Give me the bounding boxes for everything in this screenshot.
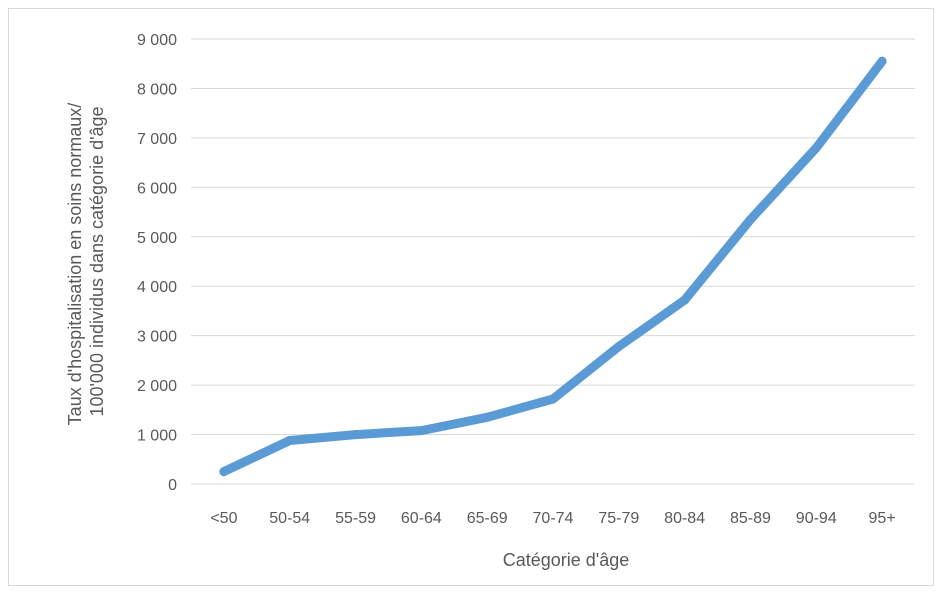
x-tick-label: 50-54: [269, 510, 310, 527]
y-axis-title: Taux d'hospitalisation en soins normaux/…: [65, 98, 107, 426]
x-tick-label: 75-79: [598, 510, 639, 527]
gridlines: [191, 38, 915, 485]
data-point: [285, 435, 295, 445]
chart-frame: 0 1 000 2 000 3 000 4 000 5 000 6 000 7 000 8 00…: [8, 8, 934, 586]
y-tick-label: 0: [168, 477, 177, 494]
x-axis-tick-labels: <50 50-54 55-59 60-64 65-69 70-74 75-79 80-84 85…: [210, 510, 895, 527]
data-point: [745, 214, 755, 224]
data-point: [548, 394, 558, 404]
x-tick-label: 80-84: [664, 510, 705, 527]
x-tick-label: 95+: [869, 510, 896, 527]
x-axis-title: Catégorie d'âge: [503, 550, 630, 570]
y-tick-label: 8 000: [137, 81, 177, 98]
data-point: [219, 467, 229, 477]
y-tick-label: 2 000: [137, 378, 177, 395]
y-tick-label: 1 000: [137, 428, 177, 445]
x-tick-label: 70-74: [533, 510, 574, 527]
x-tick-label: 55-59: [335, 510, 376, 527]
y-tick-label: 7 000: [137, 131, 177, 148]
x-tick-label: 90-94: [796, 510, 837, 527]
y-tick-label: 4 000: [137, 279, 177, 296]
y-axis-title-line-1: Taux d'hospitalisation en soins normaux/: [65, 103, 85, 426]
data-point: [416, 426, 426, 436]
x-tick-label: 85-89: [730, 510, 771, 527]
line-chart: 0 1 000 2 000 3 000 4 000 5 000 6 000 7 000 8 00…: [65, 32, 915, 570]
y-tick-label: 5 000: [137, 230, 177, 247]
data-point: [351, 430, 361, 440]
data-point: [877, 56, 887, 66]
x-tick-label: 65-69: [467, 510, 508, 527]
series-layer: [219, 56, 887, 477]
data-point: [680, 295, 690, 305]
x-tick-label: <50: [210, 510, 237, 527]
data-point: [614, 342, 624, 352]
y-tick-label: 6 000: [137, 180, 177, 197]
y-tick-label: 3 000: [137, 329, 177, 346]
y-tick-label: 9 000: [137, 32, 177, 49]
y-axis-title-line-2: 100'000 individus dans catégorie d'âge: [87, 106, 107, 416]
series-line: [219, 56, 887, 477]
data-point: [482, 412, 492, 422]
y-axis-tick-labels: 0 1 000 2 000 3 000 4 000 5 000 6 000 7 000 8 00…: [137, 32, 177, 494]
data-point: [811, 143, 821, 153]
x-tick-label: 60-64: [401, 510, 442, 527]
